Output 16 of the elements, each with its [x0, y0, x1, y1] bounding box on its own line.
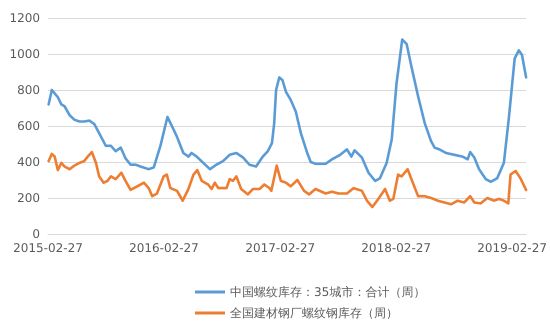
x-tick-label: 2017-02-27: [245, 241, 316, 255]
line-series: [47, 150, 528, 208]
x-tick-label: 2015-02-27: [13, 241, 83, 255]
x-tick-label: 2019-02-27: [477, 241, 548, 255]
y-tick-label: 400: [17, 155, 40, 169]
y-tick-label: 0: [32, 227, 40, 241]
y-tick-label: 1200: [9, 11, 40, 25]
y-tick-label: 800: [17, 83, 40, 97]
y-tick-label: 1000: [9, 47, 40, 61]
x-tick-label: 2018-02-27: [361, 241, 432, 255]
y-tick-label: 600: [17, 119, 40, 133]
legend-label: 全国建材钢厂螺纹钢库存（周）: [230, 306, 398, 320]
y-tick-label: 200: [17, 191, 40, 205]
x-tick-label: 2016-02-27: [129, 241, 199, 255]
legend-label: 中国螺纹库存：35城市：合计（周）: [230, 285, 426, 299]
line-series: [47, 38, 528, 184]
